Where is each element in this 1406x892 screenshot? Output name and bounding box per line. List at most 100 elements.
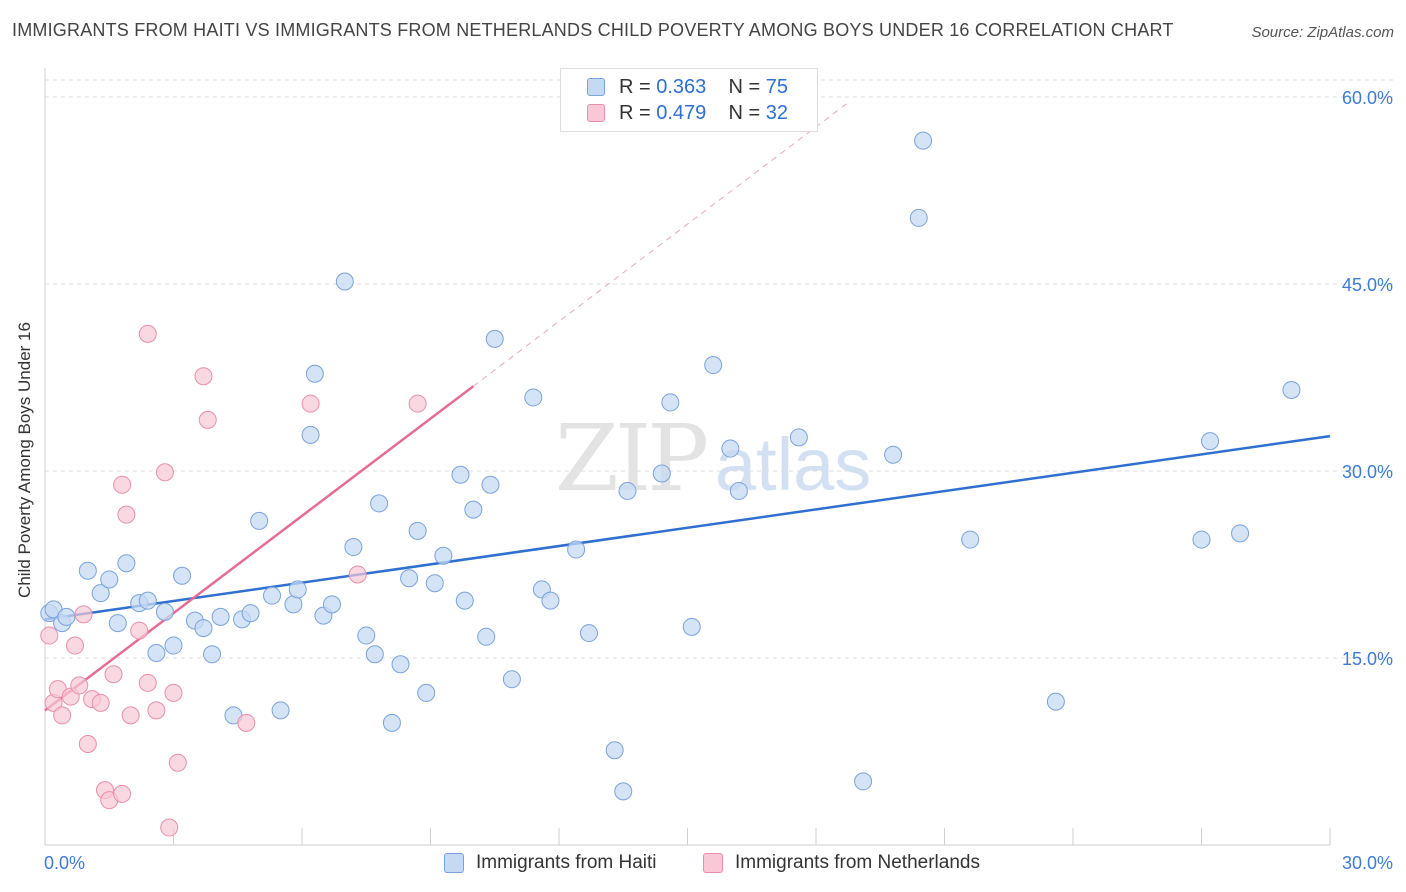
data-point-netherlands — [130, 621, 149, 640]
data-point-netherlands — [155, 463, 174, 482]
bottom-legend-swatch-netherlands — [703, 853, 723, 873]
bottom-legend-haiti: Immigrants from Haiti — [444, 852, 657, 874]
data-point-haiti — [704, 356, 723, 375]
data-point-haiti — [721, 439, 740, 458]
data-point-haiti — [682, 617, 701, 636]
data-point-netherlands — [408, 394, 427, 413]
trendline-haiti — [44, 434, 1331, 621]
y-tick-label: 45.0% — [1342, 275, 1393, 295]
data-point-netherlands — [194, 367, 213, 386]
data-point-netherlands — [113, 784, 132, 803]
data-point-haiti — [605, 741, 624, 760]
data-point-haiti — [425, 574, 444, 593]
legend-r-value-haiti: 0.363 — [656, 75, 707, 98]
data-point-haiti — [344, 538, 363, 557]
data-point-haiti — [455, 591, 474, 610]
legend-n-label: N = — [728, 75, 761, 98]
data-point-haiti — [284, 595, 303, 614]
data-point-netherlands — [164, 683, 183, 702]
data-point-netherlands — [78, 735, 97, 754]
trendline-netherlands-extension — [473, 100, 851, 387]
data-point-haiti — [203, 645, 222, 664]
data-point-haiti — [138, 591, 157, 610]
data-point-haiti — [618, 481, 637, 500]
data-point-haiti — [884, 445, 903, 464]
data-point-haiti — [909, 208, 928, 227]
data-point-haiti — [78, 561, 97, 580]
data-point-haiti — [335, 272, 354, 291]
data-point-haiti — [541, 591, 560, 610]
watermark: ZIP atlas — [555, 405, 871, 512]
trendline-netherlands — [44, 385, 475, 712]
legend-n-value-haiti: 75 — [765, 75, 789, 98]
data-point-haiti — [1231, 524, 1250, 543]
data-point-haiti — [579, 624, 598, 643]
data-point-haiti — [1282, 380, 1301, 399]
data-point-netherlands — [348, 565, 367, 584]
data-point-netherlands — [237, 713, 256, 732]
data-point-netherlands — [113, 475, 132, 494]
data-point-haiti — [477, 627, 496, 646]
data-point-haiti — [961, 530, 980, 549]
data-point-netherlands — [198, 410, 217, 429]
data-point-netherlands — [301, 394, 320, 413]
data-point-haiti — [357, 626, 376, 645]
data-point-netherlands — [65, 636, 84, 655]
data-point-haiti — [485, 329, 504, 348]
data-point-haiti — [661, 393, 680, 412]
bottom-legend-netherlands: Immigrants from Netherlands — [703, 852, 980, 874]
data-point-haiti — [100, 570, 119, 589]
legend-r-label: R = — [619, 75, 651, 98]
data-point-netherlands — [40, 626, 59, 645]
data-point-haiti — [241, 604, 260, 623]
data-point-haiti — [391, 655, 410, 674]
legend-n-label: N = — [728, 101, 761, 124]
data-point-haiti — [502, 670, 521, 689]
data-point-haiti — [524, 388, 543, 407]
data-point-haiti — [301, 425, 320, 444]
tick-labels: 15.0% 30.0% 45.0% 60.0% 0.0% 30.0% — [44, 88, 1393, 873]
axes — [44, 68, 1331, 846]
data-point-haiti — [173, 566, 192, 585]
data-point-netherlands — [121, 706, 140, 725]
data-point-netherlands — [91, 693, 110, 712]
data-point-netherlands — [168, 753, 187, 772]
bottom-legend-label-netherlands: Immigrants from Netherlands — [735, 852, 980, 873]
data-point-haiti — [1201, 432, 1220, 451]
data-point-haiti — [1192, 530, 1211, 549]
x-tick-label: 30.0% — [1342, 853, 1393, 873]
data-point-netherlands — [160, 818, 179, 837]
data-point-haiti — [365, 645, 384, 664]
bottom-legend-label-haiti: Immigrants from Haiti — [476, 852, 657, 873]
data-point-netherlands — [138, 324, 157, 343]
data-point-netherlands — [70, 676, 89, 695]
data-point-haiti — [789, 428, 808, 447]
data-point-haiti — [263, 586, 282, 605]
data-point-netherlands — [138, 673, 157, 692]
legend-r-value-netherlands: 0.479 — [656, 101, 707, 124]
data-point-haiti — [567, 540, 586, 559]
data-point-netherlands — [74, 605, 93, 624]
data-point-haiti — [271, 701, 290, 720]
data-point-haiti — [250, 511, 269, 530]
y-tick-label: 15.0% — [1342, 649, 1393, 669]
legend-row-netherlands: R = 0.479 N = 32 — [587, 101, 788, 125]
legend-swatch-netherlands — [587, 104, 605, 122]
x-tick-label: 0.0% — [44, 853, 85, 873]
y-tick-label: 60.0% — [1342, 88, 1393, 108]
trend-lines — [44, 100, 1331, 712]
legend-swatch-haiti — [587, 78, 605, 96]
data-point-haiti — [108, 614, 127, 633]
y-tick-label: 30.0% — [1342, 462, 1393, 482]
data-point-haiti — [91, 584, 110, 603]
data-point-haiti — [614, 782, 633, 801]
data-point-haiti — [147, 644, 166, 663]
data-point-netherlands — [117, 505, 136, 524]
data-point-haiti — [400, 569, 419, 588]
data-point-haiti — [434, 546, 453, 565]
legend-n-value-netherlands: 32 — [765, 101, 789, 124]
data-point-haiti — [322, 595, 341, 614]
data-point-haiti — [451, 465, 470, 484]
data-point-haiti — [481, 475, 500, 494]
